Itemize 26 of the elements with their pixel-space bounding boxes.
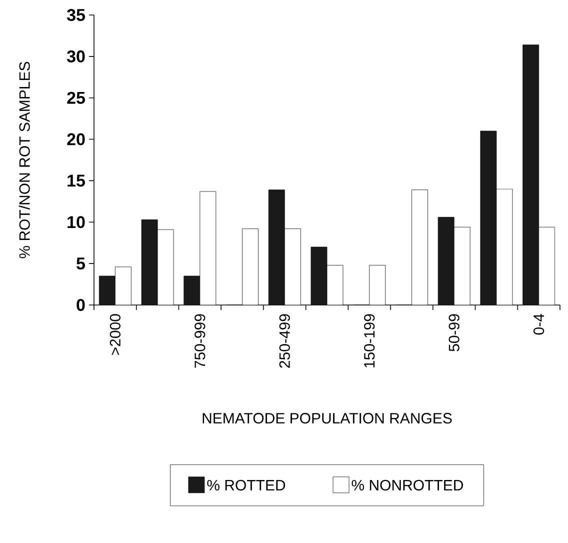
bar [268, 190, 285, 305]
x-axis-title: NEMATODE POPULATION RANGES [202, 412, 452, 424]
y-axis-title: % ROT/NON ROT SAMPLES [18, 62, 30, 258]
x-tick-label: 750-999 [194, 314, 206, 368]
y-tick-label: 0 [76, 298, 85, 312]
y-tick-label: 10 [68, 216, 85, 228]
x-tick-label: 250-499 [279, 314, 290, 368]
y-tick-label: 30 [66, 50, 85, 62]
x-tick-label: 0-4 [534, 314, 544, 335]
bar [310, 246, 328, 305]
legend-label: % NONROTTED [352, 480, 463, 491]
y-tick-label: 35 [66, 8, 85, 22]
y-tick-label: 5 [76, 258, 86, 270]
bar [98, 276, 116, 305]
x-tick-label: 50-99 [448, 314, 460, 352]
y-tick-label: 15 [68, 174, 85, 187]
bar [522, 44, 540, 305]
x-tick-label: >2000 [110, 314, 120, 355]
bar [141, 219, 158, 305]
y-tick-label: 25 [67, 92, 85, 104]
x-tick-label: 150-199 [364, 314, 375, 368]
bar [480, 130, 497, 305]
bar [438, 216, 454, 305]
y-tick-label: 20 [67, 133, 85, 146]
bar [184, 276, 200, 305]
legend-label: % ROTTED [207, 480, 286, 491]
